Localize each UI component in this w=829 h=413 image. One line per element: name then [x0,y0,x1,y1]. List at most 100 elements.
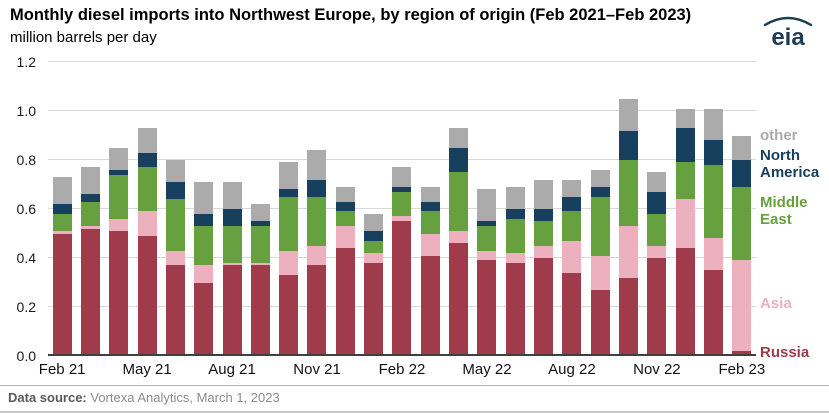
eia-logo-text: eia [771,24,805,50]
gridline [48,61,756,62]
segment-middle_east [279,196,299,251]
segment-russia [703,270,723,356]
bar-dec-2022 [675,62,695,356]
segment-north_america [647,191,667,214]
segment-other [618,98,638,131]
segment-russia [109,231,129,356]
y-tick-label: 0.6 [16,201,36,217]
segment-other [703,108,723,141]
segment-asia [703,238,723,271]
segment-north_america [52,204,72,214]
bar-jun-2021 [165,62,185,356]
bar-may-2021 [137,62,157,356]
segment-north_america [250,221,270,227]
segment-asia [80,226,100,229]
segment-north_america [80,194,100,202]
segment-other [165,160,185,183]
x-tick-label: May 21 [122,361,172,378]
segment-russia [392,221,412,356]
bar-aug-2022 [562,62,582,356]
bar-jun-2022 [505,62,525,356]
segment-russia [505,262,525,356]
y-tick-label: 0.8 [16,152,36,169]
x-tick-label: Nov 22 [633,361,681,378]
segment-middle_east [732,186,752,261]
segment-russia [449,243,469,356]
segment-middle_east [477,226,497,251]
bar-mar-2021 [80,62,100,356]
segment-other [392,167,412,187]
bar-feb-2021 [52,62,72,356]
segment-middle_east [703,164,723,239]
segment-other [533,179,553,209]
segment-other [335,186,355,202]
segment-asia [222,262,242,266]
eia-logo: eia [763,16,813,50]
segment-north_america [364,231,384,241]
chart-subtitle: million barrels per day [10,29,157,46]
segment-russia [137,235,157,356]
segment-other [307,150,327,180]
segment-asia [364,253,384,263]
gridline [48,159,756,160]
segment-north_america [732,160,752,187]
segment-asia [307,245,327,266]
segment-north_america [335,201,355,212]
x-tick-label: May 22 [462,361,512,378]
bars [48,62,756,356]
segment-other [109,147,129,170]
segment-asia [732,260,752,352]
segment-other [590,169,610,187]
segment-asia [477,250,497,261]
segment-other [449,128,469,148]
segment-other [675,108,695,129]
segment-asia [449,231,469,244]
bar-oct-2021 [279,62,299,356]
bar-feb-2022 [392,62,412,356]
segment-other [505,186,525,210]
segment-north_america [420,201,440,212]
segment-asia [165,250,185,266]
segment-russia [590,289,610,356]
segment-other [647,172,667,192]
bottom-rule [0,411,829,413]
bar-mar-2022 [420,62,440,356]
segment-asia [647,245,667,258]
segment-north_america [703,140,723,165]
segment-middle_east [675,162,695,200]
segment-middle_east [194,226,214,266]
bar-jul-2022 [533,62,553,356]
bar-feb-2023 [732,62,752,356]
y-tick-label: 0.4 [16,250,36,267]
segment-north_america [165,182,185,200]
segment-middle_east [250,226,270,263]
segment-other [222,182,242,210]
segment-other [279,162,299,190]
segment-middle_east [80,201,100,227]
y-tick-label: 0.2 [16,299,36,316]
segment-other [137,128,157,153]
segment-russia [647,258,667,356]
segment-middle_east [590,196,610,256]
segment-north_america [392,186,412,192]
segment-other [364,213,384,232]
segment-russia [307,265,327,356]
x-tick-label: Feb 23 [718,361,766,378]
plot-area [48,61,756,356]
segment-russia [364,262,384,356]
segment-north_america [562,196,582,212]
bar-apr-2021 [109,62,129,356]
eia-logo-swoosh [763,16,813,27]
segment-other [52,177,72,205]
x-axis-baseline [48,354,756,356]
segment-other [732,135,752,161]
bar-sep-2021 [250,62,270,356]
segment-asia [505,253,525,263]
legend-russia: Russia [760,344,810,361]
segment-other [80,167,100,195]
segment-north_america [590,186,610,197]
segment-middle_east [533,221,553,246]
segment-russia [165,265,185,356]
segment-north_america [449,147,469,173]
source-label: Data source: [8,390,87,405]
